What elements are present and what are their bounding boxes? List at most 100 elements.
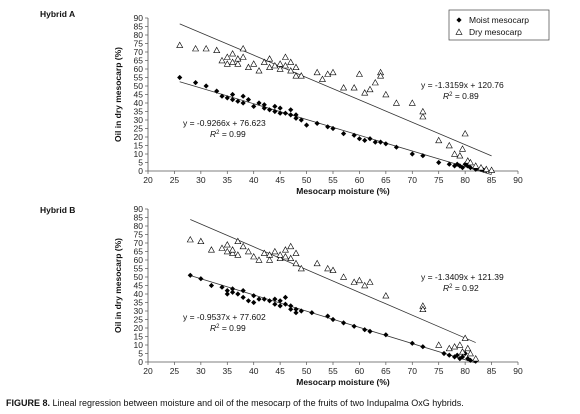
chart-1-point-dry: [366, 85, 374, 93]
chart-1-point-dry: [445, 141, 453, 149]
chart-2-xtick-label: 30: [196, 366, 206, 376]
chart-2-ytick-label: 85: [134, 213, 144, 223]
chart-2-point-moist: [272, 296, 278, 302]
chart-2-point-moist: [383, 332, 389, 338]
chart-1-point-moist: [261, 102, 267, 108]
chart-2-ytick-label: 0: [138, 357, 143, 367]
chart-1-point-moist: [177, 74, 183, 81]
chart-2-ytick-label: 75: [134, 230, 144, 240]
chart-1-point-dry: [350, 84, 358, 91]
chart-2-ytick-label: 10: [134, 340, 144, 350]
chart-1-r2-dry: R2 = 0.89: [443, 91, 479, 101]
chart-1-point-moist: [462, 161, 468, 167]
chart-1-point-dry: [451, 150, 459, 157]
chart-1-point-moist: [272, 103, 278, 109]
chart-1-ytick-label: 75: [134, 39, 144, 49]
chart-2-point-dry: [266, 256, 274, 263]
chart-1-point-dry: [266, 63, 274, 70]
chart-2-ytick-label: 30: [134, 306, 144, 316]
chart-2-point-dry: [355, 276, 363, 284]
chart-2-point-dry: [229, 246, 237, 253]
chart-2-point-dry: [297, 264, 305, 272]
chart-2-point-moist: [272, 301, 278, 307]
chart-1-point-dry: [482, 165, 490, 172]
chart-2-ytick-label: 20: [134, 323, 144, 333]
chart-2-point-moist: [446, 352, 452, 358]
chart-2-point-moist: [277, 298, 283, 304]
chart-2-point-moist: [288, 303, 294, 309]
chart-2-point-moist: [467, 357, 474, 363]
chart-1-point-dry: [456, 152, 464, 159]
chart-1-point-moist: [240, 100, 246, 106]
chart-1-point-moist: [293, 115, 299, 121]
chart-2-point-moist: [277, 303, 283, 309]
chart-2-point-moist: [367, 328, 373, 334]
chart-1-point-dry: [435, 136, 443, 144]
chart-1-point-dry: [276, 65, 284, 72]
chart-2-point-dry: [350, 278, 358, 285]
chart-1-point-dry: [472, 162, 480, 169]
chart-2-point-dry: [287, 242, 295, 250]
chart-1-panel-label: Hybrid A: [40, 9, 75, 19]
chart-1-point-dry: [419, 112, 427, 120]
chart-1-point-dry: [255, 67, 263, 74]
chart-1-point-moist: [192, 80, 199, 86]
chart-1-point-dry: [313, 68, 321, 76]
chart-2-point-moist: [288, 306, 294, 312]
chart-1-point-moist: [288, 112, 294, 118]
chart-1-xtick-label: 75: [434, 175, 444, 185]
chart-2-point-moist: [293, 306, 299, 312]
chart-2-point-moist: [340, 320, 347, 326]
chart-2-point-dry: [276, 254, 284, 262]
chart-2-point-moist: [282, 301, 289, 307]
chart-1-ytick-label: 5: [138, 158, 143, 168]
chart-2-point-moist: [451, 354, 458, 360]
chart-2-point-moist: [224, 288, 230, 294]
chart-1-legend-marker-moist: [456, 17, 462, 23]
chart-1-point-dry: [488, 166, 496, 173]
chart-1-point-moist: [420, 153, 426, 159]
chart-2-xtick-label: 45: [275, 366, 285, 376]
chart-1-ytick-label: 20: [134, 132, 144, 142]
chart-1-point-moist: [314, 120, 320, 126]
chart-1-xtick-label: 45: [275, 175, 285, 185]
chart-1-point-moist: [377, 139, 384, 145]
chart-2-point-dry: [276, 251, 284, 258]
chart-1-ytick-label: 0: [138, 166, 143, 176]
chart-1-trendline-moist: [179, 81, 492, 176]
chart-2-point-moist: [325, 313, 331, 319]
chart-2-point-moist: [251, 293, 257, 299]
chart-1-point-dry: [276, 60, 284, 67]
chart-1-ytick-label: 15: [134, 141, 144, 151]
chart-2-xtick-label: 75: [434, 366, 444, 376]
chart-2-point-dry: [260, 249, 268, 256]
chart-1-point-moist: [282, 110, 289, 116]
chart-1-point-moist: [325, 124, 331, 130]
chart-2-ytick-label: 50: [134, 272, 144, 282]
chart-2-ytick-label: 25: [134, 315, 144, 325]
chart-1-ytick-label: 25: [134, 124, 144, 134]
chart-1-point-moist: [362, 137, 368, 143]
chart-1-point-dry: [466, 158, 474, 166]
chart-2-point-dry: [472, 354, 480, 362]
chart-2-ytick-label: 15: [134, 332, 144, 342]
chart-1-point-dry: [223, 60, 231, 67]
chart-1-xtick-label: 20: [143, 175, 153, 185]
chart-1-ytick-label: 60: [134, 64, 144, 74]
chart-1-point-moist: [256, 100, 262, 106]
chart-2-point-dry: [223, 241, 231, 248]
chart-1-point-moist: [330, 125, 336, 132]
chart-1-point-moist: [266, 107, 273, 113]
chart-1-point-dry: [371, 78, 379, 86]
chart-1-point-moist: [383, 141, 389, 147]
chart-2-point-moist: [330, 316, 336, 323]
chart-2-ytick-label: 40: [134, 289, 144, 299]
chart-1-equation-dry: y = -1.3159x + 120.76: [421, 80, 504, 90]
chart-1-point-moist: [446, 161, 452, 167]
chart-2-point-dry: [382, 292, 390, 299]
chart-2-point-moist: [235, 291, 241, 297]
chart-2-point-moist: [256, 296, 262, 302]
chart-1-ytick-label: 45: [134, 90, 144, 100]
chart-1-point-moist: [351, 132, 357, 138]
